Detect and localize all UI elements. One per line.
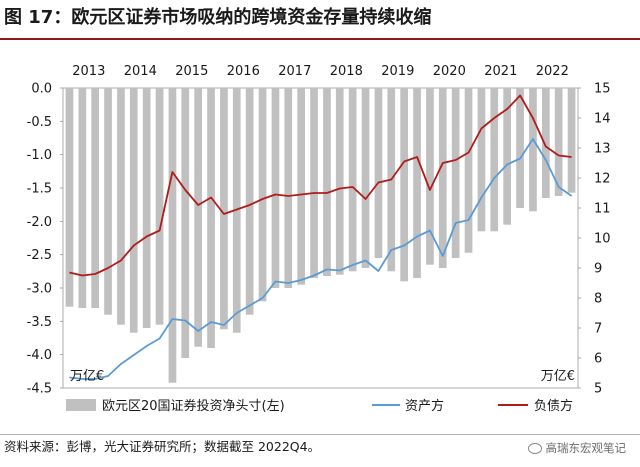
legend-label-bars: 欧元区20国证券投资净头寸(左) [102, 398, 285, 414]
watermark: 高瑞东宏观笔记 [527, 440, 627, 456]
bar-2022Q1 [529, 88, 537, 212]
bar-2020Q1 [426, 88, 434, 265]
bar-2021Q4 [516, 88, 524, 208]
bar-2021Q3 [503, 88, 511, 225]
assets-line [69, 138, 573, 380]
bar-2022Q3 [554, 88, 563, 196]
left-axis-ticks: 0.0 -0.5 -1.0 -1.5 -2.0 -2.5 -3.0 -3.5 -4.0 -4.5 [27, 82, 63, 397]
left-axis-unit: 万亿€ [70, 369, 104, 384]
plot-frame [62, 87, 579, 389]
bar-2018Q3 [348, 88, 357, 272]
bar-2017Q2 [284, 88, 293, 288]
bar-2014Q4 [155, 88, 164, 325]
x-tick-2020: 2020 [433, 64, 466, 79]
bar-2021Q1 [477, 88, 486, 232]
bar-2013Q1 [65, 88, 74, 307]
x-tick-2017: 2017 [278, 64, 311, 79]
watermark-text: 高瑞东宏观笔记 [545, 441, 627, 455]
left-tick: -0.5 [27, 115, 52, 130]
bar-2014Q1 [117, 88, 125, 325]
x-tick-2015: 2015 [175, 64, 208, 79]
bar-2018Q2 [335, 88, 344, 275]
right-tick: 5 [594, 382, 602, 397]
right-tick: 10 [594, 232, 611, 247]
bar-2014Q3 [142, 88, 151, 328]
bar-2016Q4 [258, 88, 267, 302]
bar-2013Q4 [104, 88, 112, 315]
right-tick: 14 [594, 112, 611, 127]
left-tick: -1.0 [27, 148, 52, 163]
source-divider [0, 434, 640, 435]
bar-2015Q2 [181, 88, 190, 358]
source-note: 资料来源：彭博，光大证券研究所；数据截至 2022Q4。 [4, 439, 321, 454]
right-tick: 11 [594, 202, 611, 217]
left-tick: -1.5 [27, 182, 52, 197]
chart: 2013 2014 2015 2016 2017 2018 2019 2020 2021 2022… [27, 64, 611, 414]
bar-2016Q1 [220, 88, 228, 330]
x-tick-2014: 2014 [124, 64, 157, 79]
line-series [69, 94, 573, 380]
bar-2019Q4 [413, 88, 421, 278]
bar-2019Q1 [374, 88, 383, 258]
chart-title: 图 17：欧元区证券市场吸纳的跨境资金存量持续收缩 [4, 7, 432, 28]
bar-2014Q2 [129, 88, 138, 333]
bar-2022Q2 [542, 88, 550, 198]
bar-2017Q3 [297, 88, 305, 285]
bar-2018Q4 [361, 88, 370, 268]
right-tick: 7 [594, 322, 602, 337]
x-tick-2016: 2016 [227, 64, 260, 79]
bar-2022Q4 [567, 88, 576, 193]
right-tick: 6 [594, 352, 602, 367]
bar-2013Q2 [78, 88, 87, 308]
wechat-icon [527, 442, 542, 454]
x-tick-2022: 2022 [536, 64, 569, 79]
bar-2015Q3 [194, 88, 202, 347]
left-tick: 0.0 [31, 82, 52, 97]
x-axis-ticks: 2013 2014 2015 2016 2017 2018 2019 2020 2021 2022 [72, 64, 569, 79]
liabilities-line [69, 94, 572, 277]
bar-2015Q1 [168, 88, 177, 383]
left-tick: -3.5 [27, 315, 52, 330]
bar-2020Q2 [438, 88, 447, 268]
right-tick: 12 [594, 172, 611, 187]
left-tick: -2.5 [27, 248, 52, 263]
legend-label-liabilities: 负债方 [534, 398, 573, 414]
legend-label-assets: 资产方 [405, 398, 444, 414]
right-tick: 9 [594, 262, 602, 277]
bar-series [65, 88, 576, 383]
left-tick: -4.5 [27, 382, 52, 397]
legend-swatch-bars [66, 399, 96, 411]
bar-2013Q3 [91, 88, 99, 308]
bar-2020Q4 [464, 88, 473, 253]
legend: 欧元区20国证券投资净头寸(左) 资产方 负债方 [66, 398, 573, 414]
x-tick-2013: 2013 [72, 64, 105, 79]
x-tick-2018: 2018 [330, 64, 363, 79]
bar-2016Q3 [245, 88, 254, 315]
right-tick: 8 [594, 292, 602, 307]
bar-2018Q1 [323, 88, 331, 276]
bar-2019Q3 [400, 88, 408, 282]
right-axis-ticks: 15 14 13 12 11 10 9 8 7 6 5 [578, 82, 611, 397]
x-tick-2019: 2019 [381, 64, 414, 79]
bar-2020Q3 [451, 88, 460, 258]
left-tick: -4.0 [27, 348, 52, 363]
title-divider [0, 38, 640, 40]
right-tick: 13 [594, 142, 611, 157]
right-axis-unit: 万亿€ [541, 369, 575, 384]
left-tick: -3.0 [27, 282, 52, 297]
left-tick: -2.0 [27, 215, 52, 230]
bar-2015Q4 [207, 88, 215, 348]
bar-2017Q4 [310, 88, 318, 278]
x-tick-2021: 2021 [484, 64, 517, 79]
right-tick: 15 [594, 82, 611, 97]
bar-2017Q1 [271, 88, 280, 288]
bar-2021Q2 [490, 88, 499, 232]
